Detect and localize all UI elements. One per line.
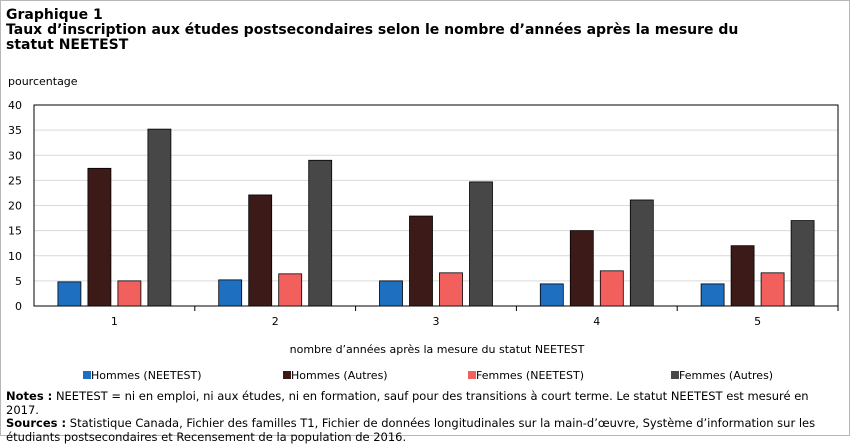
sources-label: Sources : xyxy=(6,416,67,430)
bar xyxy=(379,280,403,307)
bar xyxy=(439,272,463,307)
bars xyxy=(57,128,815,307)
axis-ticks: 0 5 10 15 20 25 30 35 40 1 2 3 4 5 xyxy=(8,99,839,328)
bar xyxy=(117,280,142,307)
y-tick-label: 20 xyxy=(8,200,22,213)
notes-line: Notes : NEETEST = ni en emploi, ni aux é… xyxy=(6,389,841,417)
bar xyxy=(87,167,112,307)
y-tick-label: 40 xyxy=(8,99,22,112)
bar xyxy=(629,199,654,307)
legend-label: Hommes (Autres) xyxy=(291,369,388,382)
bar xyxy=(539,283,564,307)
x-axis-label: nombre d’années après la mesure du statu… xyxy=(290,343,585,356)
bar xyxy=(147,128,172,307)
chart-title: Taux d’inscription aux études postsecond… xyxy=(6,22,739,53)
bar xyxy=(278,273,303,307)
legend-swatch xyxy=(671,371,679,379)
y-tick-label: 15 xyxy=(8,225,22,238)
legend-label: Femmes (NEETEST) xyxy=(476,369,584,382)
x-tick-label: 3 xyxy=(433,315,440,328)
sources-line: Sources : Statistique Canada, Fichier de… xyxy=(6,416,841,444)
bar-chart: pourcentage nombre d’années après la mes… xyxy=(8,75,839,382)
x-tick-label: 2 xyxy=(272,315,279,328)
x-tick-label: 4 xyxy=(593,315,600,328)
legend-swatch xyxy=(283,371,291,379)
bar xyxy=(308,159,333,307)
x-tick-label: 5 xyxy=(754,315,761,328)
bar xyxy=(760,272,785,307)
bar xyxy=(599,270,624,307)
notes-label: Notes : xyxy=(6,389,53,403)
bar xyxy=(569,230,594,307)
y-tick-label: 25 xyxy=(8,174,22,187)
sources-text: Statistique Canada, Fichier des familles… xyxy=(6,416,816,444)
bar xyxy=(790,220,815,307)
legend-swatch xyxy=(468,371,476,379)
legend: Hommes (NEETEST) Hommes (Autres) Femmes (N… xyxy=(83,369,773,382)
bar xyxy=(700,283,725,307)
chart-label: Graphique 1 xyxy=(6,7,103,23)
bar xyxy=(218,279,243,307)
y-axis-label: pourcentage xyxy=(8,75,78,88)
bar xyxy=(248,194,273,307)
bar xyxy=(409,215,433,307)
x-tick-label: 1 xyxy=(111,315,118,328)
y-tick-label: 0 xyxy=(15,300,22,313)
y-tick-label: 5 xyxy=(15,275,22,288)
plot-area-border xyxy=(33,104,839,307)
legend-label: Hommes (NEETEST) xyxy=(91,369,202,382)
title-block: Graphique 1 Taux d’inscription aux étude… xyxy=(6,7,786,53)
notes-text: NEETEST = ni en emploi, ni aux études, n… xyxy=(6,389,809,417)
bar xyxy=(469,181,493,307)
bar xyxy=(57,281,82,307)
y-tick-label: 30 xyxy=(8,149,22,162)
y-tick-label: 10 xyxy=(8,250,22,263)
legend-swatch xyxy=(83,371,91,379)
legend-label: Femmes (Autres) xyxy=(679,369,773,382)
y-tick-label: 35 xyxy=(8,124,22,137)
bar xyxy=(730,245,755,307)
